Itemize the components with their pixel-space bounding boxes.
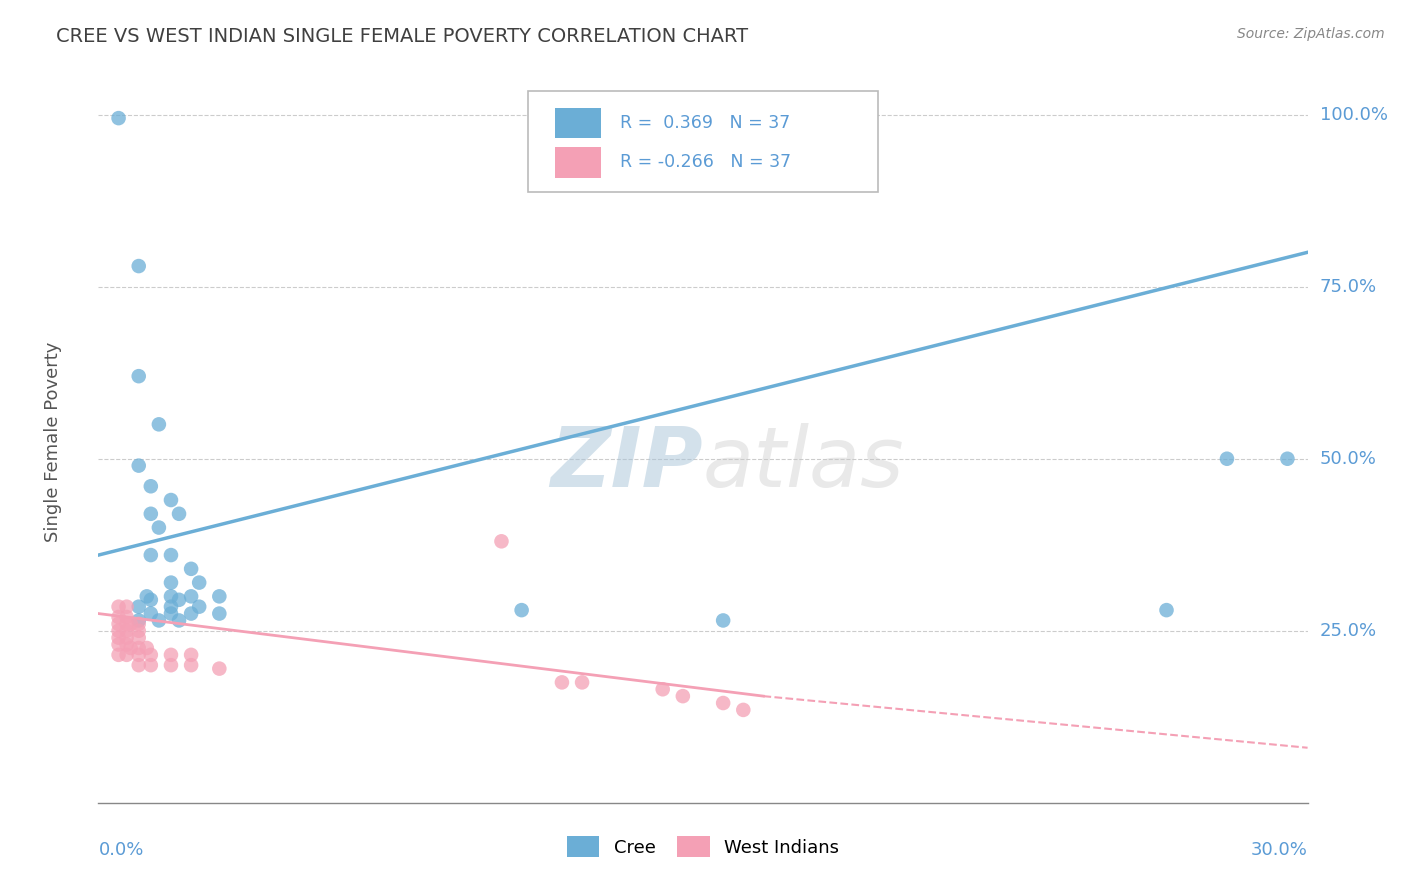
Text: Single Female Poverty: Single Female Poverty [44,342,62,541]
Point [115,616,138,631]
Point [128,648,150,662]
Point [208,590,231,604]
Text: 100.0%: 100.0% [1320,105,1388,124]
Point [208,662,231,676]
Point [672,689,695,703]
Point [160,607,183,621]
Point [180,658,202,673]
Point [148,614,170,628]
Point [128,599,150,614]
Point [733,703,755,717]
Text: 75.0%: 75.0% [1320,277,1376,296]
Point [107,111,129,125]
Point [1156,603,1178,617]
FancyBboxPatch shape [555,147,602,178]
Point [139,479,162,493]
FancyBboxPatch shape [555,108,602,138]
Point [115,624,138,638]
Point [115,610,138,624]
Point [115,648,138,662]
Point [139,658,162,673]
Point [128,458,150,473]
Point [208,607,231,621]
Text: ZIP: ZIP [550,423,703,504]
Text: atlas: atlas [703,423,904,504]
Point [188,575,211,590]
Point [711,696,734,710]
Point [167,592,190,607]
Point [115,631,138,645]
Point [128,616,150,631]
Point [107,648,129,662]
Point [167,507,190,521]
Text: Source: ZipAtlas.com: Source: ZipAtlas.com [1237,27,1385,41]
Text: 30.0%: 30.0% [1251,840,1308,859]
Point [115,638,138,652]
Point [128,614,150,628]
Point [120,640,142,655]
Point [510,603,533,617]
Point [139,607,162,621]
Point [180,648,202,662]
Point [160,590,183,604]
Point [711,614,734,628]
Point [120,616,142,631]
Point [167,614,190,628]
Point [107,616,129,631]
Point [1277,451,1299,466]
Point [135,590,157,604]
FancyBboxPatch shape [527,91,879,193]
Text: 50.0%: 50.0% [1320,450,1376,467]
Point [1216,451,1239,466]
Point [651,682,673,697]
Point [148,520,170,534]
Point [107,638,129,652]
Point [160,548,183,562]
Point [188,599,211,614]
Point [148,417,170,432]
Point [107,610,129,624]
Point [107,599,129,614]
Text: 25.0%: 25.0% [1320,622,1376,640]
Point [139,507,162,521]
Point [128,624,150,638]
Point [128,640,150,655]
Point [128,658,150,673]
Point [551,675,574,690]
Point [160,648,183,662]
Point [160,575,183,590]
Point [571,675,593,690]
Text: R =  0.369   N = 37: R = 0.369 N = 37 [620,114,790,132]
Point [160,493,183,508]
Point [180,562,202,576]
Text: R = -0.266   N = 37: R = -0.266 N = 37 [620,153,790,171]
Point [160,658,183,673]
Point [853,111,876,125]
Point [160,599,183,614]
Point [491,534,513,549]
Legend: Cree, West Indians: Cree, West Indians [558,827,848,866]
Text: CREE VS WEST INDIAN SINGLE FEMALE POVERTY CORRELATION CHART: CREE VS WEST INDIAN SINGLE FEMALE POVERT… [56,27,748,45]
Text: 0.0%: 0.0% [98,840,143,859]
Point [180,590,202,604]
Point [107,624,129,638]
Point [180,607,202,621]
Point [139,548,162,562]
Point [128,369,150,384]
Point [135,640,157,655]
Point [128,259,150,273]
Point [107,631,129,645]
Point [139,648,162,662]
Point [139,592,162,607]
Point [128,631,150,645]
Point [115,599,138,614]
